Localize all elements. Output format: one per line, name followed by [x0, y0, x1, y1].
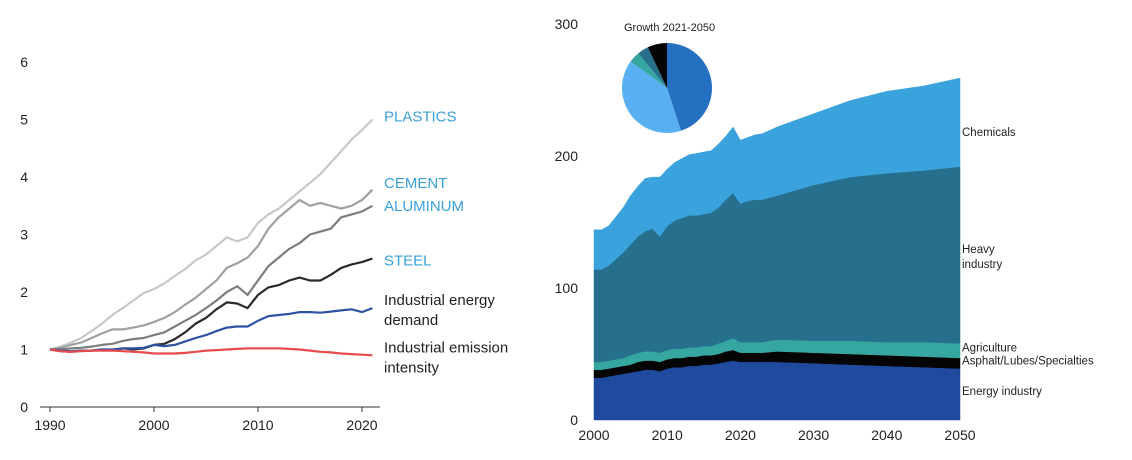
series-label: demand — [384, 312, 438, 329]
area-label: Heavy — [962, 244, 995, 256]
series-label: CEMENT — [384, 175, 447, 192]
series-line — [50, 204, 373, 351]
left-y-tick-label: 4 — [20, 169, 28, 185]
right-y-tick-label: 100 — [555, 280, 579, 296]
left-x-tick-label: 2010 — [242, 417, 273, 433]
left-line-chart: 0 1 2 3 4 5 6 1990 2000 2010 2020 PLASTICS CEMENT ALU… — [20, 54, 508, 433]
series-label: Industrial energy — [384, 292, 495, 309]
right-y-tick-label: 200 — [555, 148, 579, 164]
area-label: Agriculture — [962, 342, 1017, 354]
series-line — [49, 118, 374, 351]
series-label: ALUMINUM — [384, 198, 464, 215]
series-label: PLASTICS — [384, 109, 457, 126]
left-y-tick-label: 6 — [20, 54, 28, 70]
right-x-tick-label: 2020 — [725, 427, 756, 443]
area-label: industry — [962, 259, 1003, 271]
area-label: Asphalt/Lubes/Specialties — [962, 356, 1094, 368]
pie-slice — [621, 61, 681, 134]
right-x-tick-label: 2000 — [578, 427, 609, 443]
pie-slice — [638, 47, 667, 88]
right-x-tick-label: 2010 — [652, 427, 683, 443]
area-label: Chemicals — [962, 127, 1016, 139]
series-line — [49, 347, 373, 357]
right-x-tick-label: 2050 — [944, 427, 975, 443]
right-x-tick-label: 2040 — [871, 427, 902, 443]
left-x-tick-label: 1990 — [34, 417, 65, 433]
right-area-chart: 0 100 200 300 2000 2010 2020 2030 2040 2050 Energy… — [555, 16, 1094, 443]
left-y-tick-label: 2 — [20, 284, 28, 300]
right-y-tick-label: 0 — [570, 412, 578, 428]
right-y-tick-label: 300 — [555, 16, 579, 32]
left-y-tick-label: 0 — [20, 399, 28, 415]
right-x-tick-label: 2030 — [798, 427, 829, 443]
left-y-tick-label: 1 — [20, 342, 28, 358]
left-x-tick-label: 2020 — [346, 417, 377, 433]
series-label: STEEL — [384, 252, 432, 269]
pie-slice — [667, 43, 713, 131]
series-label: Industrial emission — [384, 339, 508, 356]
pie-title: Growth 2021-2050 — [624, 22, 715, 34]
pie-slice — [630, 53, 667, 88]
left-y-tick-label: 3 — [20, 227, 28, 243]
pie-slice — [647, 43, 667, 88]
left-y-tick-label: 5 — [20, 112, 28, 128]
series-line — [49, 188, 374, 351]
area-band — [593, 77, 961, 270]
area-label: Energy industry — [962, 386, 1042, 398]
series-label: intensity — [384, 359, 440, 376]
left-x-tick-label: 2000 — [138, 417, 169, 433]
